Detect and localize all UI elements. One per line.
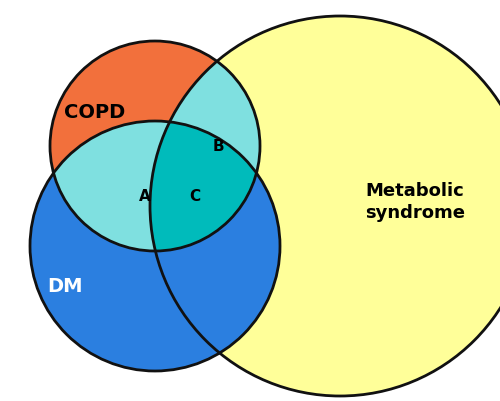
- Text: COPD: COPD: [64, 102, 126, 121]
- Text: Metabolic
syndrome: Metabolic syndrome: [365, 181, 465, 221]
- Text: A: A: [139, 189, 151, 204]
- Text: B: B: [212, 139, 224, 154]
- Text: DM: DM: [47, 277, 83, 296]
- Text: C: C: [190, 189, 200, 204]
